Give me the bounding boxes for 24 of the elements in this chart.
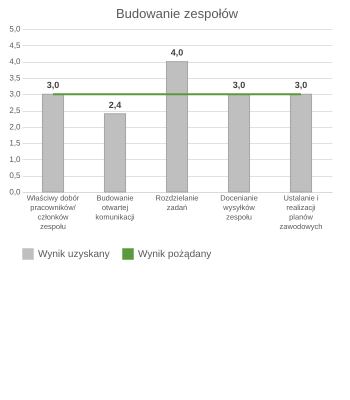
legend-label: Wynik pożądany: [138, 249, 212, 260]
y-tick-label: 4,0: [9, 57, 22, 66]
y-tick-label: 0,5: [9, 171, 22, 180]
y-tick-label: 2,5: [9, 106, 22, 115]
bar: [228, 94, 250, 192]
y-tick-label: 4,5: [9, 40, 22, 50]
bar: [42, 94, 64, 192]
y-tick-label: 1,5: [9, 138, 22, 148]
y-tick-label: 3,0: [9, 90, 22, 99]
y-tick-label: 3,5: [9, 73, 22, 82]
bar: [104, 113, 126, 192]
y-tick-label: 0,0: [9, 188, 22, 196]
y-tick-label: 2,0: [9, 122, 22, 132]
data-label: 2,4: [108, 100, 122, 110]
legend-label: Wynik uzyskany: [38, 249, 110, 260]
data-label: 3,0: [232, 80, 246, 90]
chart-title: Budowanie zespołów: [116, 6, 239, 21]
data-label: 4,0: [170, 48, 184, 58]
bar: [290, 94, 312, 192]
bar: [166, 61, 188, 192]
data-label: 3,0: [294, 80, 308, 90]
data-label: 3,0: [46, 80, 60, 90]
y-tick-label: 1,0: [9, 154, 22, 164]
y-tick-label: 5,0: [9, 24, 22, 34]
